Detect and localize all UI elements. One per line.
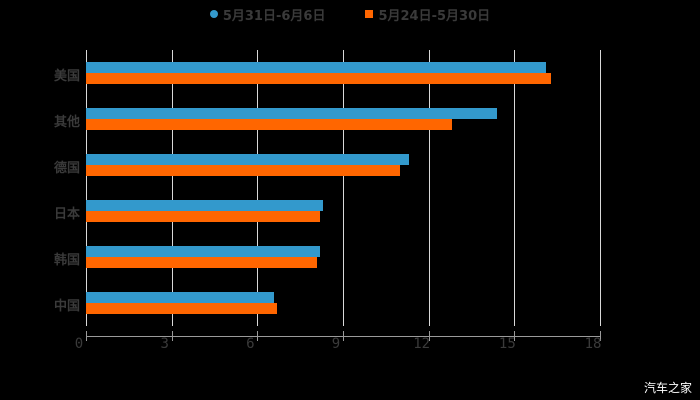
legend-marker-blue-icon bbox=[209, 10, 218, 18]
bar-series1[interactable] bbox=[86, 246, 321, 257]
bar-series2[interactable] bbox=[86, 119, 452, 130]
x-tick bbox=[428, 331, 430, 341]
x-tick-label: 9 bbox=[331, 336, 341, 352]
bar-series2[interactable] bbox=[86, 303, 278, 314]
bar-series2[interactable] bbox=[86, 211, 321, 222]
x-tick-label: 6 bbox=[246, 336, 255, 352]
legend-label: 5月31日-6月6日 bbox=[222, 8, 326, 24]
bar-series2[interactable] bbox=[86, 73, 552, 84]
gridline bbox=[86, 50, 87, 326]
x-tick-label: 18 bbox=[584, 336, 602, 352]
x-tick bbox=[343, 331, 344, 341]
legend-item-series2[interactable]: 5月24日-5月30日 bbox=[365, 5, 490, 24]
category-label: 其他 bbox=[53, 115, 80, 130]
chart-legend: 5月31日-6月6日 5月24日-5月30日 bbox=[0, 4, 700, 24]
gridline bbox=[514, 50, 516, 326]
x-tick-label: 15 bbox=[498, 336, 516, 352]
legend-marker-orange-icon bbox=[365, 10, 374, 18]
legend-item-series1[interactable]: 5月31日-6月6日 bbox=[209, 5, 326, 24]
x-tick bbox=[86, 331, 87, 341]
gridline bbox=[343, 50, 344, 326]
x-tick bbox=[600, 331, 601, 341]
category-label: 美国 bbox=[53, 69, 80, 84]
plot-area bbox=[86, 50, 601, 326]
x-tick-label: 0 bbox=[74, 336, 84, 352]
gridline bbox=[171, 50, 173, 326]
category-label: 德国 bbox=[53, 161, 80, 176]
category-label: 日本 bbox=[53, 207, 80, 222]
gridline bbox=[600, 50, 601, 326]
bar-series2[interactable] bbox=[86, 257, 318, 268]
x-tick bbox=[257, 331, 259, 341]
x-tick bbox=[514, 331, 516, 341]
gridline bbox=[428, 50, 430, 326]
x-tick bbox=[171, 331, 173, 341]
category-label: 韩国 bbox=[53, 253, 80, 268]
watermark: 汽车之家 bbox=[643, 381, 692, 395]
gridline bbox=[257, 50, 259, 326]
bar-series1[interactable] bbox=[86, 200, 323, 211]
x-tick-label: 3 bbox=[160, 336, 169, 352]
bar-series1[interactable] bbox=[86, 292, 275, 303]
bar-series1[interactable] bbox=[86, 108, 498, 119]
legend-label: 5月24日-5月30日 bbox=[378, 8, 491, 24]
bar-series2[interactable] bbox=[86, 165, 401, 176]
category-label: 中国 bbox=[53, 299, 80, 314]
bar-series1[interactable] bbox=[86, 154, 409, 165]
x-tick-label: 12 bbox=[413, 336, 431, 352]
bar-series1[interactable] bbox=[86, 62, 546, 73]
